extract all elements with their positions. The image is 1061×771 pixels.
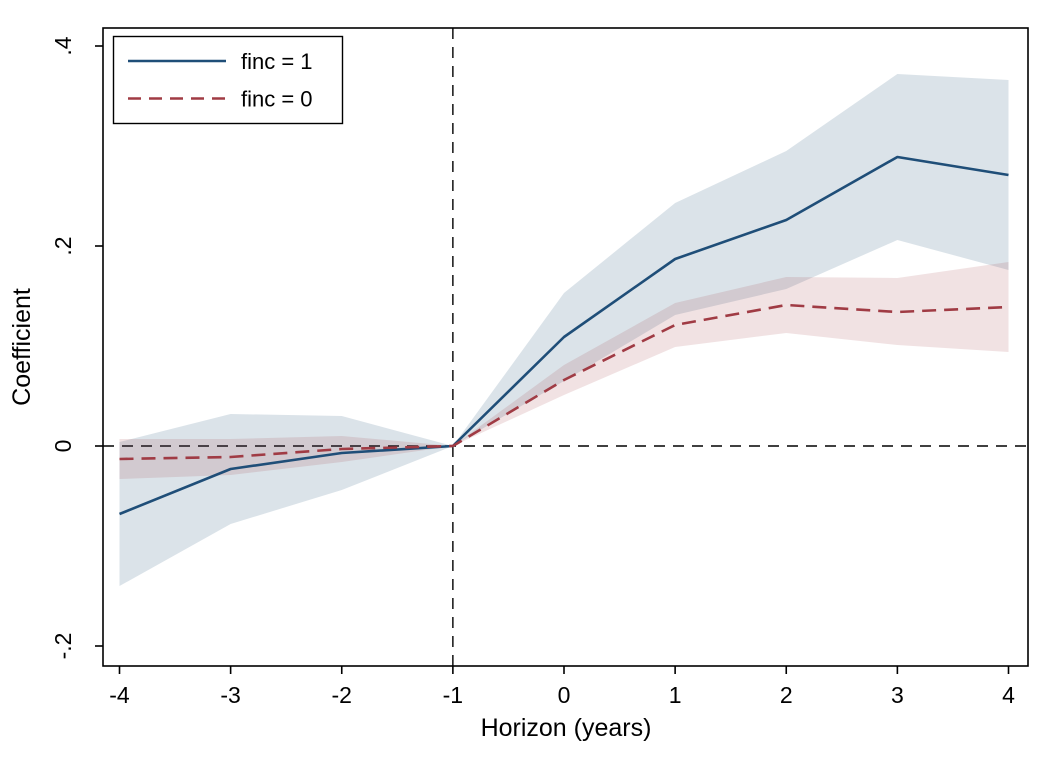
axes: -4 -3 -2 -1 0 1 2 3 4 .4 .2 0 -.2 <box>50 36 1015 708</box>
x-tick-label: -1 <box>443 682 463 708</box>
legend-label-finc-1: finc = 1 <box>241 49 313 74</box>
x-tick-label: 1 <box>669 682 682 708</box>
legend-label-finc-0: finc = 0 <box>241 87 313 112</box>
x-tick-label: 0 <box>558 682 571 708</box>
x-tick-label: 2 <box>780 682 793 708</box>
plot-frame <box>102 27 1029 667</box>
y-tick-label: -.2 <box>50 633 76 660</box>
confidence-bands <box>119 74 1009 586</box>
series-lines <box>119 155 1009 516</box>
x-tick-label: 4 <box>1002 682 1015 708</box>
y-tick-label: .4 <box>50 36 76 55</box>
y-tick-label: 0 <box>50 440 76 453</box>
x-tick-label: 3 <box>891 682 904 708</box>
legend-box <box>112 35 344 125</box>
series-line-finc=1 <box>119 155 1009 516</box>
y-tick-label: .2 <box>50 236 76 255</box>
x-tick-label: -3 <box>220 682 240 708</box>
legend: finc = 1 finc = 0 <box>112 35 344 125</box>
y-axis-title: Coefficient <box>8 288 36 406</box>
confidence-band-finc=1 <box>119 74 1009 586</box>
x-axis-title: Horizon (years) <box>481 714 652 742</box>
series-line-finc=0 <box>119 303 1009 461</box>
reference-lines <box>103 28 1028 666</box>
x-tick-label: -2 <box>332 682 352 708</box>
x-tick-label: -4 <box>109 682 130 708</box>
confidence-band-finc=0 <box>119 262 1009 479</box>
